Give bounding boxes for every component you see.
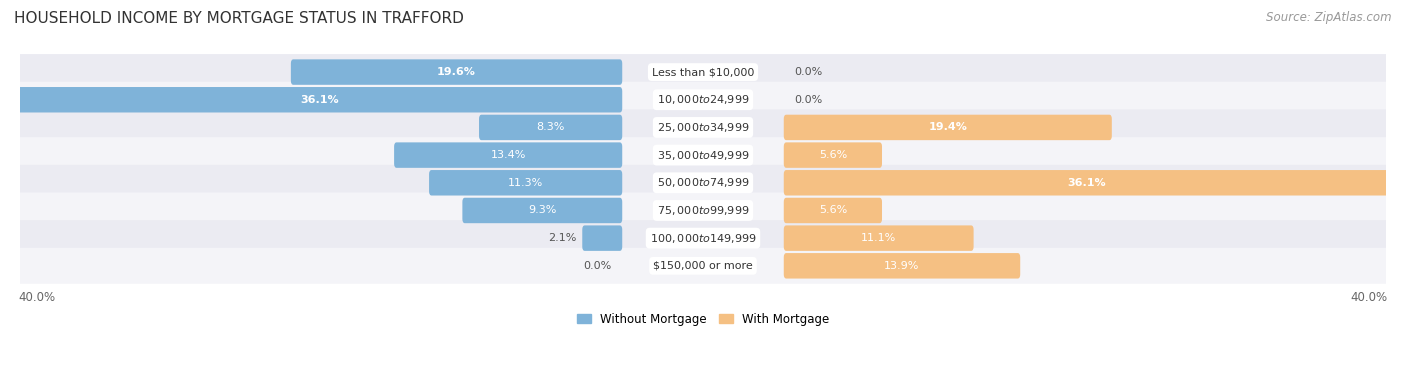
FancyBboxPatch shape — [291, 59, 623, 85]
FancyBboxPatch shape — [15, 87, 623, 112]
FancyBboxPatch shape — [783, 170, 1391, 196]
FancyBboxPatch shape — [18, 137, 1388, 173]
Text: $35,000 to $49,999: $35,000 to $49,999 — [657, 149, 749, 162]
FancyBboxPatch shape — [18, 220, 1388, 256]
Text: 36.1%: 36.1% — [1067, 178, 1107, 188]
Text: HOUSEHOLD INCOME BY MORTGAGE STATUS IN TRAFFORD: HOUSEHOLD INCOME BY MORTGAGE STATUS IN T… — [14, 11, 464, 26]
FancyBboxPatch shape — [479, 115, 623, 140]
Text: 0.0%: 0.0% — [794, 67, 823, 77]
Text: 36.1%: 36.1% — [299, 95, 339, 105]
Text: $10,000 to $24,999: $10,000 to $24,999 — [657, 93, 749, 106]
Text: 0.0%: 0.0% — [794, 95, 823, 105]
Text: 11.1%: 11.1% — [860, 233, 896, 243]
FancyBboxPatch shape — [18, 109, 1388, 146]
Text: 0.0%: 0.0% — [583, 261, 612, 271]
FancyBboxPatch shape — [18, 248, 1388, 284]
FancyBboxPatch shape — [18, 82, 1388, 118]
Text: 19.6%: 19.6% — [437, 67, 477, 77]
Text: 5.6%: 5.6% — [818, 205, 846, 216]
Text: 13.4%: 13.4% — [491, 150, 526, 160]
Text: Source: ZipAtlas.com: Source: ZipAtlas.com — [1267, 11, 1392, 24]
FancyBboxPatch shape — [783, 143, 882, 168]
Text: $150,000 or more: $150,000 or more — [654, 261, 752, 271]
Text: 13.9%: 13.9% — [884, 261, 920, 271]
Legend: Without Mortgage, With Mortgage: Without Mortgage, With Mortgage — [572, 308, 834, 330]
FancyBboxPatch shape — [18, 54, 1388, 90]
FancyBboxPatch shape — [783, 198, 882, 223]
FancyBboxPatch shape — [18, 165, 1388, 201]
Text: $75,000 to $99,999: $75,000 to $99,999 — [657, 204, 749, 217]
FancyBboxPatch shape — [582, 225, 623, 251]
FancyBboxPatch shape — [394, 143, 623, 168]
Text: Less than $10,000: Less than $10,000 — [652, 67, 754, 77]
FancyBboxPatch shape — [783, 225, 973, 251]
Text: $50,000 to $74,999: $50,000 to $74,999 — [657, 176, 749, 189]
Text: 5.6%: 5.6% — [818, 150, 846, 160]
FancyBboxPatch shape — [429, 170, 623, 196]
FancyBboxPatch shape — [783, 253, 1021, 279]
Text: $25,000 to $34,999: $25,000 to $34,999 — [657, 121, 749, 134]
Text: 8.3%: 8.3% — [537, 123, 565, 132]
FancyBboxPatch shape — [18, 193, 1388, 228]
Text: 11.3%: 11.3% — [508, 178, 543, 188]
Text: 2.1%: 2.1% — [548, 233, 576, 243]
FancyBboxPatch shape — [463, 198, 623, 223]
FancyBboxPatch shape — [783, 115, 1112, 140]
Text: $100,000 to $149,999: $100,000 to $149,999 — [650, 231, 756, 245]
Text: 19.4%: 19.4% — [928, 123, 967, 132]
Text: 9.3%: 9.3% — [529, 205, 557, 216]
